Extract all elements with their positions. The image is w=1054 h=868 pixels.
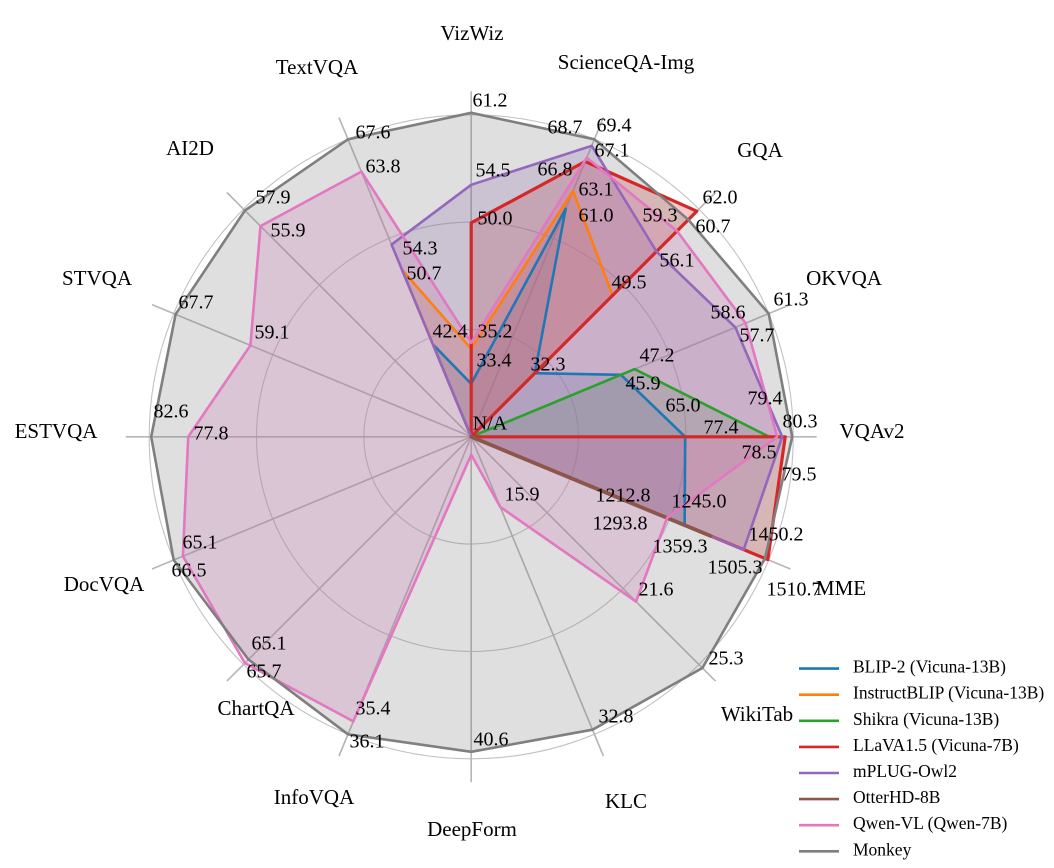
svg-text:WikiTab: WikiTab xyxy=(721,702,793,726)
svg-text:56.1: 56.1 xyxy=(660,250,695,272)
svg-text:55.9: 55.9 xyxy=(271,220,306,242)
svg-text:49.5: 49.5 xyxy=(612,272,647,294)
svg-text:33.4: 33.4 xyxy=(477,350,512,372)
svg-text:65.7: 65.7 xyxy=(247,661,282,683)
svg-text:1505.3: 1505.3 xyxy=(708,557,763,579)
svg-text:21.6: 21.6 xyxy=(639,579,674,601)
svg-text:32.8: 32.8 xyxy=(599,706,634,728)
svg-text:32.3: 32.3 xyxy=(531,354,566,376)
svg-text:1450.2: 1450.2 xyxy=(749,524,804,546)
svg-text:78.5: 78.5 xyxy=(742,442,777,464)
svg-text:66.8: 66.8 xyxy=(538,159,573,181)
svg-text:66.5: 66.5 xyxy=(172,560,207,582)
svg-text:50.7: 50.7 xyxy=(407,263,442,285)
svg-text:54.3: 54.3 xyxy=(403,238,438,260)
svg-text:80.3: 80.3 xyxy=(783,411,818,433)
svg-text:67.1: 67.1 xyxy=(595,140,630,162)
svg-text:61.3: 61.3 xyxy=(774,289,809,311)
svg-text:79.4: 79.4 xyxy=(748,388,783,410)
svg-text:59.3: 59.3 xyxy=(643,205,678,227)
svg-text:KLC: KLC xyxy=(605,789,647,813)
svg-text:AI2D: AI2D xyxy=(166,136,214,160)
svg-text:67.6: 67.6 xyxy=(356,122,391,144)
svg-text:45.9: 45.9 xyxy=(626,373,661,395)
svg-text:1359.3: 1359.3 xyxy=(653,536,708,558)
svg-text:62.0: 62.0 xyxy=(703,187,738,209)
svg-text:57.9: 57.9 xyxy=(256,187,291,209)
svg-text:63.1: 63.1 xyxy=(579,179,614,201)
svg-text:BLIP-2 (Vicuna-13B): BLIP-2 (Vicuna-13B) xyxy=(853,657,1006,677)
svg-text:1245.0: 1245.0 xyxy=(672,491,727,513)
svg-text:77.8: 77.8 xyxy=(194,423,229,445)
svg-text:40.6: 40.6 xyxy=(474,729,509,751)
svg-text:1510.7: 1510.7 xyxy=(767,579,822,601)
svg-text:36.1: 36.1 xyxy=(350,731,385,753)
svg-text:N/A: N/A xyxy=(473,413,508,435)
svg-text:OKVQA: OKVQA xyxy=(806,266,883,290)
svg-text:Qwen-VL (Qwen-7B): Qwen-VL (Qwen-7B) xyxy=(853,813,1008,833)
svg-text:LLaVA1.5 (Vicuna-7B): LLaVA1.5 (Vicuna-7B) xyxy=(853,735,1019,755)
svg-text:65.1: 65.1 xyxy=(252,633,287,655)
svg-text:Monkey: Monkey xyxy=(853,839,912,859)
svg-text:69.4: 69.4 xyxy=(597,115,632,137)
svg-text:1293.8: 1293.8 xyxy=(593,513,648,535)
svg-text:61.2: 61.2 xyxy=(473,90,508,112)
svg-text:InfoVQA: InfoVQA xyxy=(274,785,355,809)
svg-text:61.0: 61.0 xyxy=(579,205,614,227)
svg-text:Shikra (Vicuna-13B): Shikra (Vicuna-13B) xyxy=(853,709,999,729)
svg-text:STVQA: STVQA xyxy=(62,266,133,290)
svg-text:VQAv2: VQAv2 xyxy=(840,419,905,443)
svg-text:79.5: 79.5 xyxy=(782,464,817,486)
svg-text:25.3: 25.3 xyxy=(709,648,744,670)
svg-text:InstructBLIP (Vicuna-13B): InstructBLIP (Vicuna-13B) xyxy=(853,683,1044,703)
svg-text:67.7: 67.7 xyxy=(179,292,214,314)
svg-text:63.8: 63.8 xyxy=(366,156,401,178)
svg-text:65.1: 65.1 xyxy=(183,532,218,554)
svg-text:42.4: 42.4 xyxy=(433,321,468,343)
svg-text:OtterHD-8B: OtterHD-8B xyxy=(853,787,940,807)
svg-text:60.7: 60.7 xyxy=(696,216,731,238)
svg-text:ESTVQA: ESTVQA xyxy=(15,419,99,443)
svg-text:50.0: 50.0 xyxy=(478,208,513,230)
svg-text:ChartQA: ChartQA xyxy=(218,696,296,720)
svg-text:35.2: 35.2 xyxy=(478,321,513,343)
svg-text:TextVQA: TextVQA xyxy=(276,55,359,79)
svg-text:82.6: 82.6 xyxy=(154,401,189,423)
svg-text:68.7: 68.7 xyxy=(548,117,583,139)
svg-text:1212.8: 1212.8 xyxy=(596,485,651,507)
svg-text:59.1: 59.1 xyxy=(255,322,290,344)
svg-text:77.4: 77.4 xyxy=(704,417,739,439)
svg-text:DeepForm: DeepForm xyxy=(427,817,517,841)
svg-text:65.0: 65.0 xyxy=(666,395,701,417)
svg-text:47.2: 47.2 xyxy=(640,345,675,367)
svg-text:57.7: 57.7 xyxy=(740,325,775,347)
svg-text:MME: MME xyxy=(816,576,866,600)
svg-text:mPLUG-Owl2: mPLUG-Owl2 xyxy=(853,761,957,781)
svg-text:ScienceQA-Img: ScienceQA-Img xyxy=(558,50,695,74)
svg-text:58.6: 58.6 xyxy=(711,302,746,324)
svg-text:VizWiz: VizWiz xyxy=(440,21,503,45)
svg-text:35.4: 35.4 xyxy=(356,698,391,720)
svg-text:GQA: GQA xyxy=(737,138,783,162)
svg-text:54.5: 54.5 xyxy=(476,160,511,182)
svg-text:DocVQA: DocVQA xyxy=(64,572,145,596)
svg-text:15.9: 15.9 xyxy=(505,484,540,506)
